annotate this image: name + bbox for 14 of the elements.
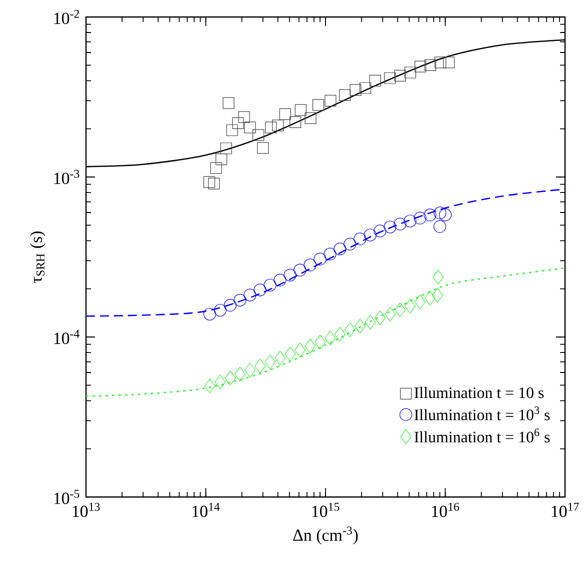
- y-tick-label: 10$^{-4}$: [54, 330, 80, 344]
- x-tick-label: 10$^{17}$: [552, 502, 579, 518]
- y-tick-label: 10$^{-5}$: [54, 490, 80, 504]
- x-tick-label: 10$^{16}$: [432, 502, 460, 518]
- legend-label: Illumination t = 10$^{3}$ s: [414, 406, 550, 420]
- y-axis-title: τ$_{SRH}$ (s): [30, 232, 46, 283]
- x-axis-title: Δn (cm$^{-3}$): [293, 526, 358, 544]
- y-tick-label: 10$^{-2}$: [54, 10, 80, 24]
- y-tick-label: 10$^{-3}$: [54, 170, 80, 184]
- legend-label: Illumination t = 10$^{6}$ s: [414, 428, 550, 442]
- x-tick-label: 10$^{14}$: [192, 502, 220, 518]
- x-tick-label: 10$^{15}$: [312, 502, 340, 518]
- x-tick-label: 10$^{13}$: [72, 502, 100, 518]
- legend-label: Illumination t = 10 s: [414, 386, 544, 398]
